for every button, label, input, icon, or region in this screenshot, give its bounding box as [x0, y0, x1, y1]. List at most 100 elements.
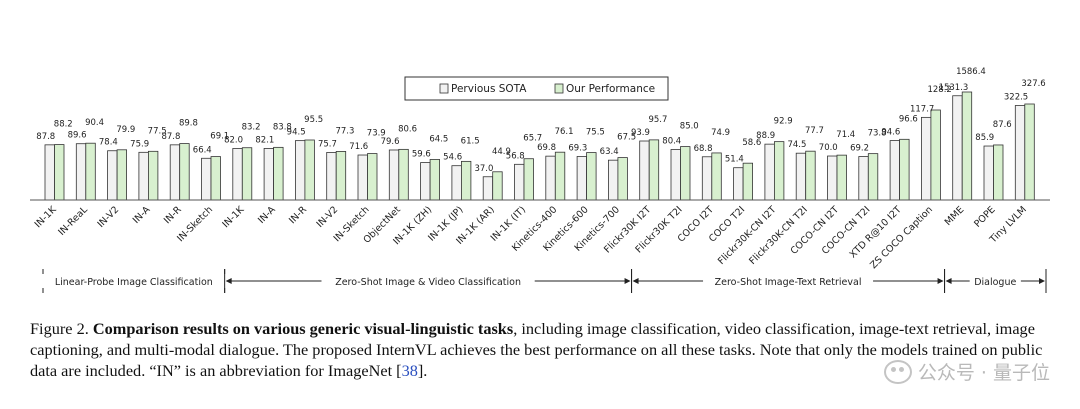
value-label-sota: 69.3: [568, 143, 587, 153]
value-label-sota: 75.9: [130, 139, 149, 149]
bar-ours-in-v2: [335, 151, 347, 201]
value-label-sota: 88.9: [756, 131, 775, 141]
bar-ours-in-a: [273, 146, 284, 201]
legend-label-ours: Our Performance: [566, 83, 655, 95]
group-label-background: [969, 274, 1021, 288]
bar-ours-tiny-lvlm: [1024, 103, 1035, 201]
value-label-ours: 96.6: [899, 114, 918, 124]
bar-ours-in-1k-ar: [492, 171, 503, 201]
group-label: Linear-Probe Image Classification: [55, 277, 213, 288]
bar-ours-coco-t2i: [742, 162, 753, 201]
bar-sota-in-real: [75, 143, 87, 201]
bar-sota-in-a: [138, 151, 149, 201]
value-label-ours: 128.2: [927, 85, 951, 95]
bar-ours-in-a: [147, 150, 159, 201]
value-label-ours: 76.1: [555, 127, 574, 137]
value-label-sota: 93.9: [631, 128, 650, 138]
bar-sota-in-1k-it: [514, 163, 525, 201]
group-label: Zero-Shot Image & Video Classification: [335, 277, 521, 288]
value-label-ours: 65.7: [523, 134, 542, 144]
value-label-ours: 77.7: [805, 126, 824, 136]
value-label-ours: 77.5: [148, 126, 167, 136]
value-label-sota: 56.8: [506, 151, 525, 161]
legend-swatch-ours: [554, 83, 564, 94]
group-bracket-arrowhead: [632, 278, 639, 284]
bar-sota-coco-i2t: [701, 156, 713, 201]
bar-ours-kinetics-600: [586, 152, 597, 201]
bar-sota-kinetics-600: [576, 156, 587, 201]
bar-sota-coco-cn-t2i: [858, 156, 869, 201]
bar-ours-coco-i2t: [711, 152, 722, 201]
value-label-sota: 70.0: [819, 143, 838, 153]
bar-sota-flickr30k-cn-t2i: [795, 152, 807, 201]
x-tick-label: POPE: [972, 204, 997, 229]
bar-sota-objectnet: [388, 149, 400, 201]
value-label-ours: 74.9: [711, 128, 730, 138]
value-label-ours: 95.5: [304, 115, 323, 125]
bar-sota-in-1k-zh: [420, 162, 431, 201]
group-bracket-linear-probe-image-classification: Linear-Probe Image Classification: [40, 269, 227, 293]
bar-ours-pope: [993, 144, 1004, 201]
bar-sota-in-a: [263, 148, 275, 201]
bar-sota-in-r: [294, 140, 306, 201]
bar-ours-objectnet: [398, 148, 409, 201]
value-label-ours: 71.4: [836, 130, 855, 140]
bar-ours-coco-cn-i2t: [836, 154, 847, 201]
group-brackets-layer: Linear-Probe Image Classification Zero-Sh…: [40, 269, 1047, 293]
bar-ours-kinetics-700: [617, 157, 628, 201]
bar-ours-flickr30k-cn-t2i: [805, 150, 816, 201]
chart-legend: Pervious SOTA Our Performance: [404, 76, 669, 101]
comparison-bar-chart: Pervious SOTA Our Performance 87.888.289…: [30, 67, 1050, 293]
bar-sota-tiny-lvlm: [1014, 105, 1026, 201]
x-tick-label: Flickr30K-CN T2I: [747, 204, 810, 267]
x-tick-label: Flickr30K-CN I2T: [716, 204, 779, 267]
value-label-sota: 117.7: [910, 104, 934, 114]
value-label-sota: 85.9: [975, 133, 994, 143]
value-label-sota: 74.5: [787, 140, 806, 150]
value-label-ours: 61.5: [461, 136, 480, 146]
caption-citation-link[interactable]: 38: [401, 361, 418, 380]
value-label-ours: 92.9: [774, 117, 793, 127]
value-label-ours: 67.5: [617, 133, 636, 143]
bar-ours-in-1k-it: [523, 158, 534, 201]
group-label-background: [40, 274, 227, 288]
caption-end: ].: [417, 361, 428, 380]
group-bracket-arrowhead: [945, 278, 952, 284]
bar-sota-coco-t2i: [733, 167, 744, 201]
bar-sota-coco-cn-i2t: [827, 155, 838, 201]
value-label-sota: 68.8: [694, 144, 713, 154]
bar-sota-in-1k-ar: [482, 176, 494, 201]
legend-box: [404, 76, 669, 101]
bar-sota-mme: [952, 95, 963, 201]
bar-ours-kinetics-400: [554, 151, 566, 201]
group-bracket-arrowhead: [225, 278, 232, 284]
bar-ours-flickr30k-t2i: [680, 146, 691, 201]
group-label-background: [321, 274, 535, 288]
bar-sota-flickr30k-cn-i2t: [764, 143, 775, 201]
bar-ours-in-r: [304, 139, 315, 201]
value-label-sota: 82.0: [224, 135, 243, 145]
group-bracket-arrowhead: [937, 278, 944, 284]
figure-caption: Figure 2. Comparison results on various …: [30, 318, 1055, 381]
value-label-ours: 85.0: [680, 122, 699, 132]
group-bracket-dialogue: Dialogue: [944, 269, 1047, 293]
bar-sota-kinetics-700: [608, 159, 619, 201]
value-label-ours: 69.1: [210, 132, 229, 142]
value-label-sota: 54.6: [443, 153, 462, 163]
value-label-ours: 83.8: [273, 122, 292, 132]
value-label-sota: 94.5: [287, 128, 306, 138]
bar-ours-in-1k: [54, 144, 65, 201]
group-label: Dialogue: [974, 277, 1016, 288]
x-tick-label: IN-A: [256, 204, 278, 226]
bar-sota-in-sketch: [357, 154, 368, 201]
value-label-ours: 95.7: [648, 115, 667, 125]
value-labels-layer: 87.888.289.690.478.479.975.977.587.889.8…: [36, 67, 1045, 174]
x-tick-label: MME: [943, 204, 967, 228]
x-tick-label: IN-R: [162, 204, 184, 226]
value-label-ours: 77.3: [335, 126, 354, 136]
value-label-sota: 322.5: [1004, 92, 1028, 102]
caption-bold: Comparison results on various generic vi…: [92, 319, 514, 338]
value-label-sota: 51.4: [725, 155, 744, 165]
x-tick-label: ZS COCO Caption: [868, 204, 935, 271]
value-label-sota: 79.6: [381, 137, 400, 147]
